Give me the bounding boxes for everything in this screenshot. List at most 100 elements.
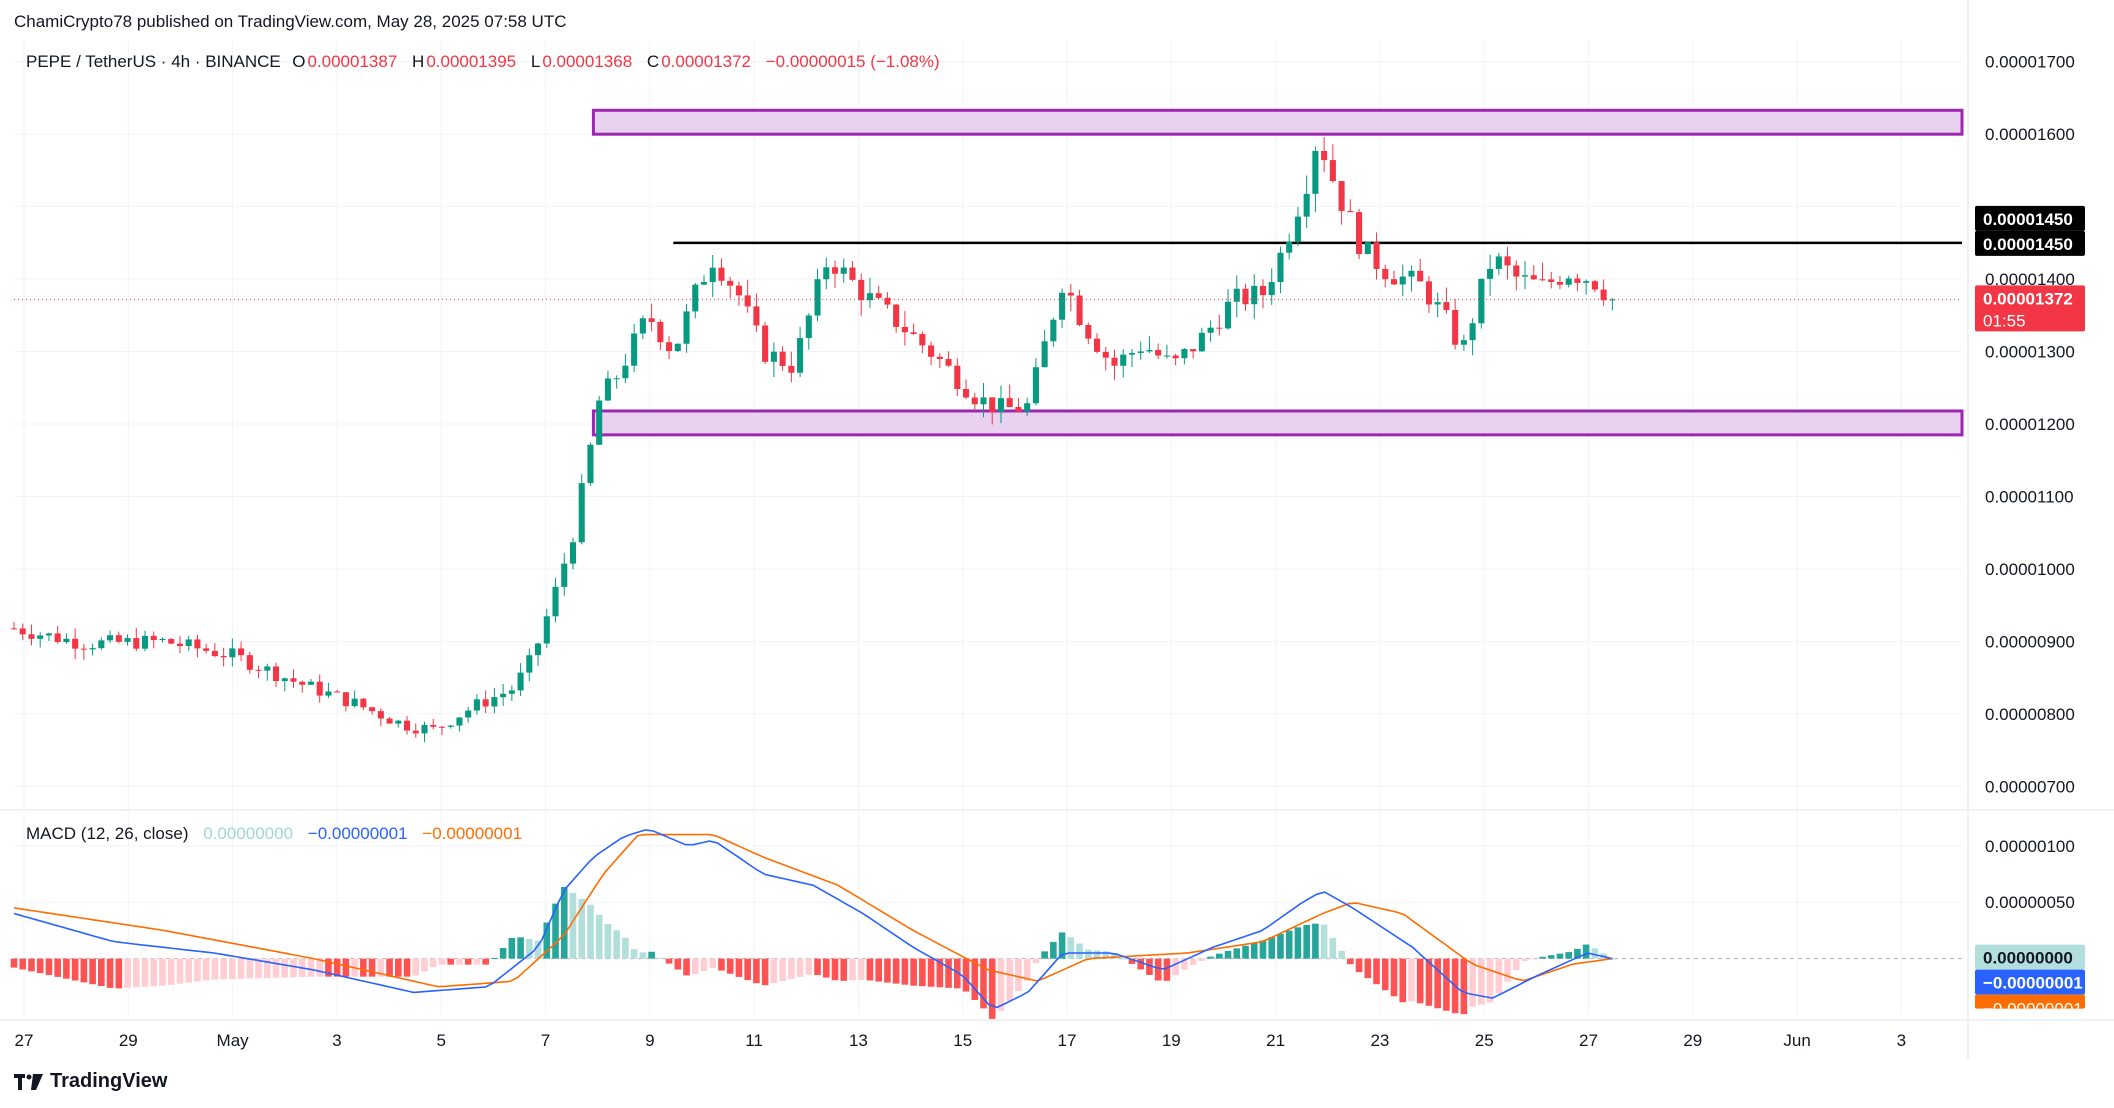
macd-hist-bar (1137, 958, 1145, 970)
macd-hist-bar (788, 958, 795, 979)
macd-hist-bar (412, 958, 420, 976)
low-value: 0.00001368 (542, 52, 633, 71)
macd-hist-bar (1224, 951, 1232, 959)
macd-hist-bar (1364, 958, 1372, 979)
macd-hist-bar (919, 958, 926, 987)
macd-hist-bar (1067, 937, 1075, 959)
macd-hist-bar (368, 958, 376, 977)
time-tick-label: 29 (1683, 1031, 1702, 1050)
candle-body (945, 359, 952, 366)
macd-hist-bar (753, 958, 760, 984)
candle-body (814, 279, 821, 316)
candle-body (1460, 340, 1467, 345)
macd-hist-bar (1565, 952, 1572, 959)
candle-body (316, 681, 323, 696)
macd-hist-bar (560, 886, 568, 959)
axes: 0.00001700 0.00001600 0.00001400 0.00001300… (15, 53, 2075, 1050)
candle-body (858, 279, 865, 301)
candle-body (141, 635, 149, 649)
macd-signal-value: −0.00000001 (422, 824, 523, 843)
time-tick-label: 25 (1475, 1031, 1494, 1050)
macd-hist-bar (1521, 958, 1529, 961)
price-badges: 0.000014500.000014500.0000137201:550.000… (1975, 205, 2085, 1009)
candle-body (72, 638, 79, 649)
macd-hist-bar (980, 958, 987, 1009)
candle-body (936, 356, 943, 360)
candle-body (762, 325, 769, 362)
macd-hist-bar (464, 958, 472, 965)
macd-hist-bar (1128, 958, 1136, 964)
price-tick-label: 0.00000900 (1985, 632, 2075, 651)
candle-body (875, 293, 882, 298)
candle-body (1321, 150, 1328, 161)
candle-body (823, 267, 830, 280)
candle-body (666, 342, 673, 352)
macd-hist-bar (1294, 927, 1302, 959)
macd-hist-bar (342, 958, 350, 977)
candle-body (980, 397, 987, 405)
grid (0, 0, 2114, 1060)
candle-body (1303, 193, 1310, 217)
macd-hist-bar (805, 958, 813, 975)
candle-body (1085, 324, 1092, 339)
macd-hist-bar (840, 958, 848, 981)
macd-hist-value: 0.00000000 (203, 824, 294, 843)
candle-body (1137, 351, 1144, 353)
macd-hist-bar (543, 922, 551, 959)
macd-hist-bar (176, 958, 184, 984)
macd-hist-bar (534, 940, 542, 959)
macd-hist-bar (569, 892, 577, 959)
candle-body (1574, 278, 1581, 283)
macd-hist-bar (325, 958, 332, 977)
macd-signal-line (13, 833, 1613, 988)
macd-hist-bar (473, 958, 481, 965)
candle-body (805, 315, 812, 339)
macd-hist-bar (1207, 956, 1214, 959)
macd-hist-bar (263, 958, 271, 979)
macd-hist-bar (988, 958, 996, 1019)
candle-body (45, 633, 52, 636)
candle-body (648, 318, 655, 322)
candle-body (1399, 276, 1406, 285)
candle-body (1556, 281, 1563, 285)
candle-body (989, 397, 996, 412)
macd-hist-bar (761, 958, 769, 986)
macd-hist-bar (892, 958, 900, 984)
candle-body (1032, 367, 1039, 404)
macd-hist-bar (290, 958, 297, 978)
macd-value-badge-text: −0.00000001 (1983, 974, 2083, 993)
candle-body (849, 267, 856, 280)
candle-body (1513, 265, 1520, 277)
macd-hist-bar (1268, 937, 1276, 959)
macd-hist-bar (1119, 958, 1127, 960)
macd-hist-bar (71, 958, 79, 981)
macd-hist-bar (1416, 958, 1424, 1004)
candle-body (1452, 310, 1459, 345)
candle-body (622, 365, 629, 379)
macd-hist-bar (1381, 958, 1389, 991)
macd-hist-bar (377, 958, 385, 977)
macd-hist-bar (1259, 940, 1267, 959)
candle-body (543, 616, 550, 644)
candle-body (1583, 281, 1590, 283)
resistance-badge-b-bg (1975, 230, 2085, 256)
macd-hist-bar (945, 958, 952, 988)
candle-body (657, 321, 664, 343)
macd-hist-badge-text: 0.00000000 (1983, 949, 2073, 968)
candle-body (1478, 278, 1485, 324)
macd-hist-bar (1058, 932, 1066, 959)
price-tick-label: 0.00001400 (1985, 270, 2075, 289)
symbol-label[interactable]: PEPE / TetherUS · 4h · BINANCE (26, 52, 281, 71)
macd-signal-badge-bg (1975, 994, 2085, 1009)
macd-hist-bar (1154, 958, 1162, 981)
macd-hist-bar (1111, 952, 1118, 959)
time-tick-label: Jun (1783, 1031, 1810, 1050)
macd-hist-bar (526, 938, 533, 959)
candle-body (1024, 403, 1031, 412)
candle-body (1006, 398, 1013, 408)
macd-hist-bar (246, 958, 254, 979)
candle-body (1216, 327, 1223, 329)
tradingview-icon (14, 1073, 43, 1090)
macd-title[interactable]: MACD (12, 26, close) (26, 824, 189, 843)
